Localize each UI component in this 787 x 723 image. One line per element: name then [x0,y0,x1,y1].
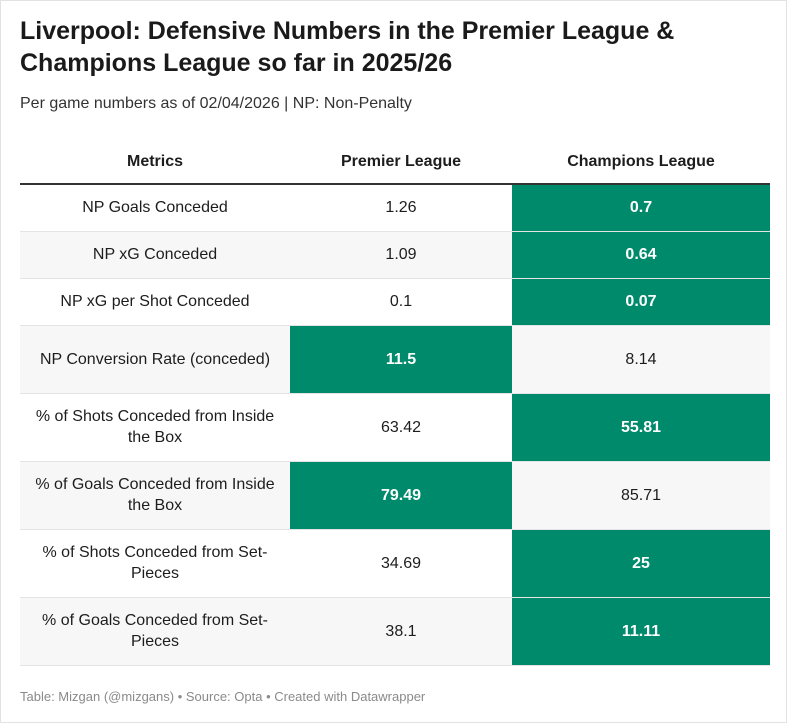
table-row: NP xG per Shot Conceded 0.1 0.07 [20,278,770,326]
column-header-metrics[interactable]: Metrics [20,140,290,185]
premier-league-value: 11.5 [290,325,512,394]
champions-league-value: 25 [512,529,770,598]
premier-league-value: 1.09 [290,231,512,279]
premier-league-value: 0.1 [290,278,512,326]
table-body: NP Goals Conceded 1.26 0.7 NP xG Conceded 1.… [20,184,770,666]
champions-league-value: 11.11 [512,597,770,666]
metric-cell: % of Shots Conceded from Inside the Box [20,393,290,462]
premier-league-value: 38.1 [290,597,512,666]
column-header-premier-league[interactable]: Premier League [290,140,512,185]
table-row: % of Shots Conceded from Set-Pieces 34.69… [20,529,770,598]
champions-league-value: 8.14 [512,325,770,394]
table-row: % of Shots Conceded from Inside the Box 6… [20,393,770,462]
table-row: NP Conversion Rate (conceded) 11.5 8.14 [20,325,770,394]
metric-cell: NP xG Conceded [20,231,290,279]
header-row: Metrics Premier League Champions League [20,140,770,185]
premier-league-value: 79.49 [290,461,512,530]
table-row: NP xG Conceded 1.09 0.64 [20,231,770,279]
premier-league-value: 1.26 [290,184,512,232]
metric-cell: NP Conversion Rate (conceded) [20,325,290,394]
column-header-champions-league[interactable]: Champions League [512,140,770,185]
chart-footer: Table: Mizgan (@mizgans) • Source: Opta … [20,689,426,704]
premier-league-value: 63.42 [290,393,512,462]
champions-league-value: 55.81 [512,393,770,462]
metric-cell: NP Goals Conceded [20,184,290,232]
table-row: % of Goals Conceded from Set-Pieces 38.1 1… [20,597,770,666]
champions-league-value: 0.64 [512,231,770,279]
table-row: NP Goals Conceded 1.26 0.7 [20,184,770,232]
champions-league-value: 85.71 [512,461,770,530]
chart-subtitle: Per game numbers as of 02/04/2026 | NP: … [20,95,412,112]
table-row: % of Goals Conceded from Inside the Box 7… [20,461,770,530]
metric-cell: % of Goals Conceded from Set-Pieces [20,597,290,666]
data-table: Metrics Premier League Champions League … [20,140,770,666]
metric-cell: % of Goals Conceded from Inside the Box [20,461,290,530]
premier-league-value: 34.69 [290,529,512,598]
chart-title: Liverpool: Defensive Numbers in the Prem… [20,17,675,77]
metric-cell: % of Shots Conceded from Set-Pieces [20,529,290,598]
champions-league-value: 0.7 [512,184,770,232]
metric-cell: NP xG per Shot Conceded [20,278,290,326]
champions-league-value: 0.07 [512,278,770,326]
